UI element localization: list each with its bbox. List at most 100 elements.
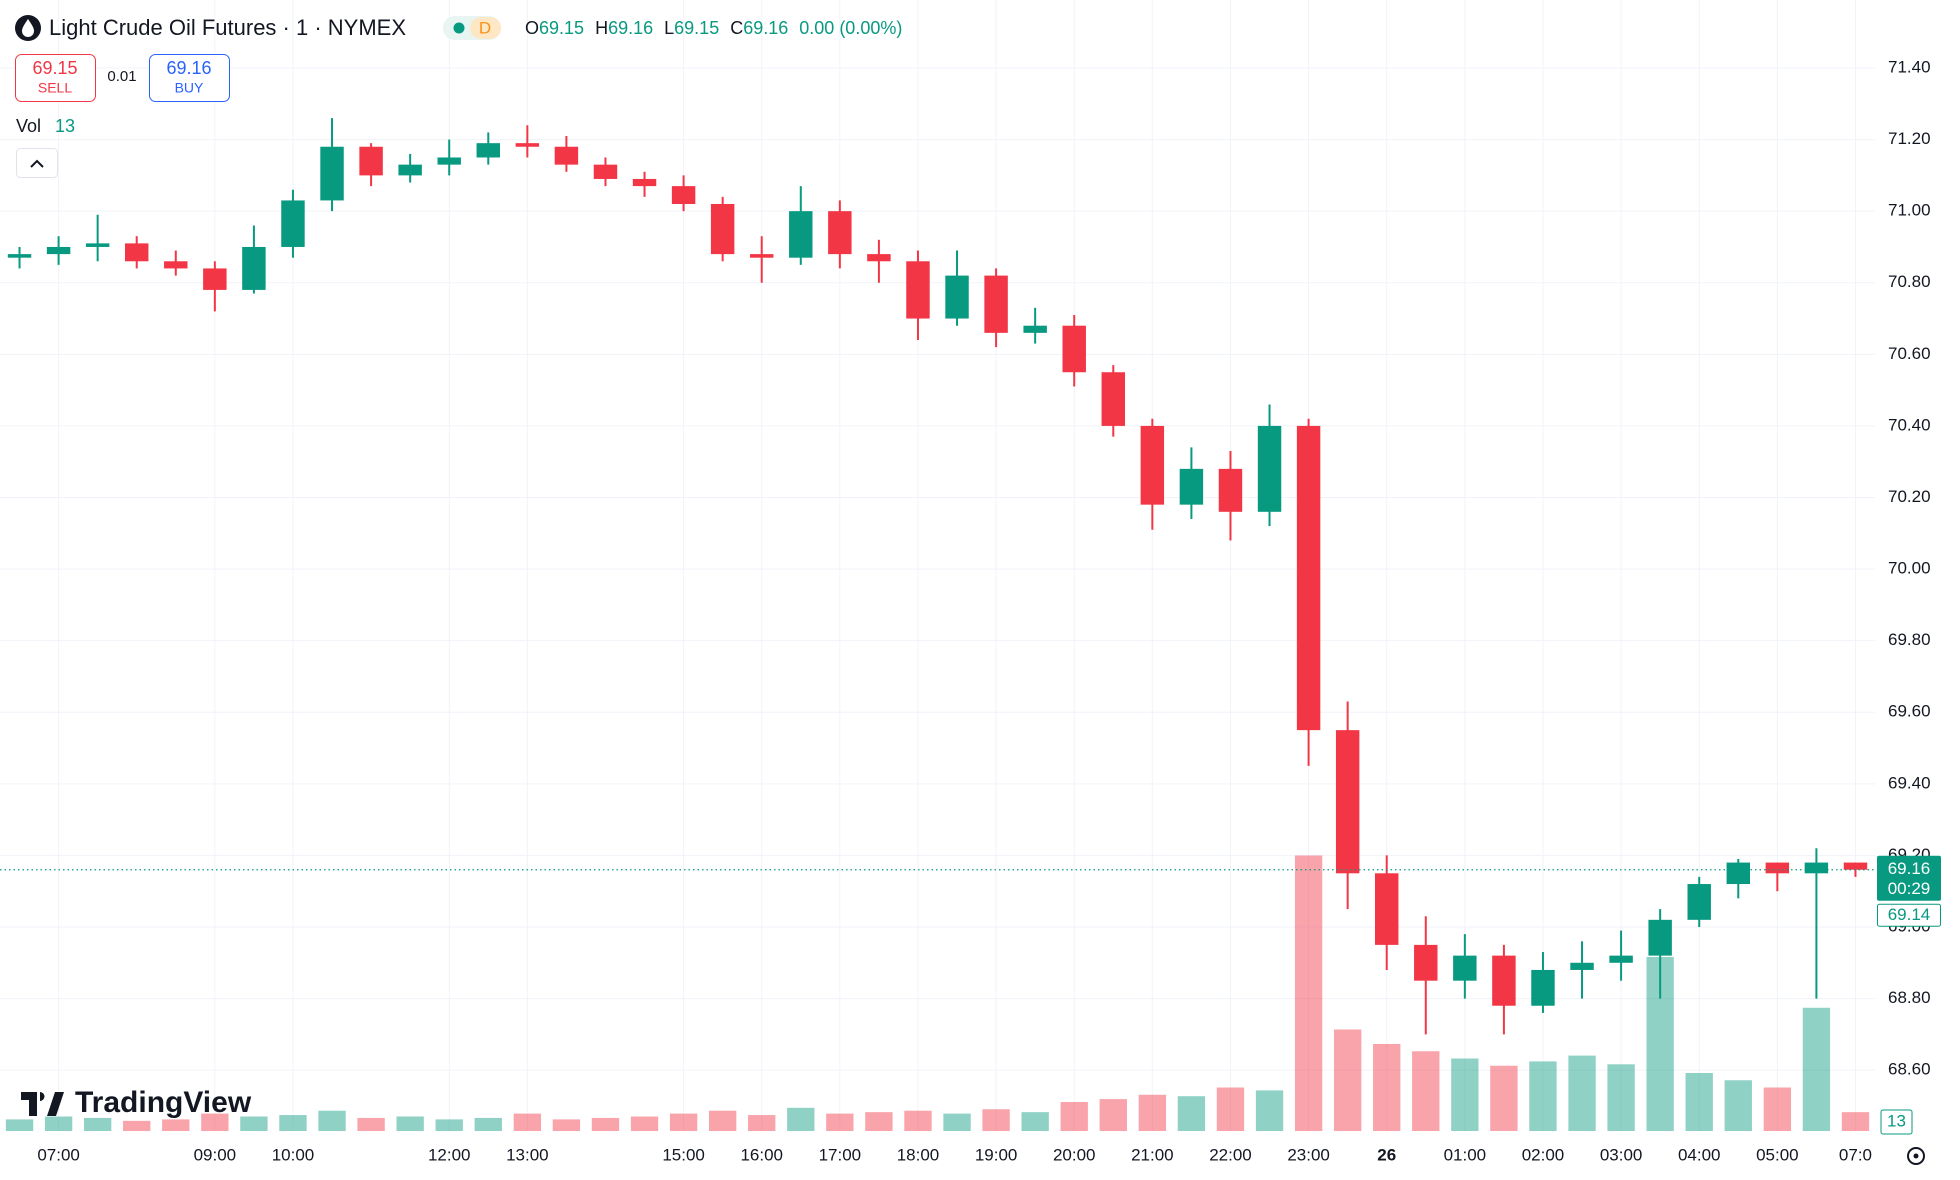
y-tick-label: 70.20 [1888,487,1931,506]
y-tick-label: 70.40 [1888,415,1931,434]
candle-body [7,254,32,258]
candle-layer [0,118,1875,1035]
secondary-price-box [1877,903,1941,927]
y-tick-label: 68.60 [1888,1060,1931,1079]
volume-bar [240,1116,268,1131]
watermark: TradingView [21,1086,252,1119]
volume-badge [1880,1109,1913,1135]
candle-body [945,275,969,319]
x-tick-label: 21:00 [1131,1145,1174,1164]
volume-bar [1294,855,1323,1131]
volume-bar [1060,1102,1088,1131]
y-tick-label: 69.80 [1888,630,1931,649]
volume-bar [865,1112,893,1131]
candle-body [1257,425,1282,512]
candle-body [710,204,735,255]
volume-bar [357,1117,385,1131]
volume-bar [83,1117,112,1131]
axis-layer: 68.6068.8069.0069.2069.4069.6069.8070.00… [37,57,1941,1164]
volume-bar [904,1110,932,1131]
y-tick-label: 70.00 [1888,559,1931,578]
volume-bar [1216,1087,1245,1131]
symbol-title[interactable]: Light Crude Oil Futures · 1 · NYMEX [49,15,406,40]
sell-label: SELL [38,80,72,96]
volume-bar [1607,1064,1635,1131]
candle-body [1140,425,1165,505]
candle-body [1531,969,1555,1006]
x-tick-label: 07:0 [1839,1145,1872,1164]
session-badge: D [479,18,491,37]
volume-bar [1021,1112,1049,1131]
volume-bar [1255,1090,1284,1131]
candle-body [1804,862,1829,874]
volume-bar [318,1110,346,1131]
last-price-label: 69.16 [1888,859,1931,878]
volume-bar [669,1113,698,1131]
candle-body [1101,372,1125,426]
volume-badge-label: 13 [1887,1111,1906,1130]
candle-body [281,200,305,247]
last-price-box [1877,855,1941,901]
volume-label: Vol [16,116,41,136]
countdown-label: 00:29 [1888,879,1931,898]
candle-body [1375,873,1399,945]
volume-bar [1763,1087,1792,1131]
ohlc-key: O [525,18,539,38]
x-tick-label: 16:00 [740,1145,783,1164]
sell-button[interactable] [15,54,96,102]
trade-panel: 69.15 SELL 0.01 69.16 BUY [15,54,230,102]
candle-body [984,275,1008,333]
volume-bar [1529,1061,1557,1131]
x-tick-label: 04:00 [1678,1145,1721,1164]
settings-button[interactable] [1907,1147,1925,1165]
secondary-price-label: 69.14 [1888,905,1931,924]
collapse-button[interactable] [16,148,58,178]
watermark-text: TradingView [75,1086,252,1119]
x-tick-label: 15:00 [662,1145,705,1164]
volume-bar [1490,1065,1518,1131]
candle-body [750,254,774,258]
volume-bar [943,1113,971,1131]
watermark-logo [21,1092,64,1116]
volume-value: 13 [55,116,75,136]
y-tick-label: 69.60 [1888,702,1931,721]
volume-bar [826,1113,854,1131]
x-tick-label: 17:00 [819,1145,862,1164]
candle-body [476,143,500,158]
volume-bar [1568,1055,1596,1131]
x-tick-label: 20:00 [1053,1145,1096,1164]
x-tick-label: 02:00 [1522,1145,1565,1164]
change: 0.00 (0.00%) [799,18,902,38]
volume-bar [396,1116,424,1131]
y-tick-label: 71.20 [1888,129,1931,148]
volume-bar [630,1116,659,1131]
volume-bar [552,1119,581,1131]
candle-body [46,246,71,255]
x-tick-label: 23:00 [1287,1145,1330,1164]
ohlc-legend: O69.15 H69.16 L69.15 C69.16 0.00 (0.00%) [525,18,902,38]
buy-price: 69.16 [166,58,211,78]
candle-body [164,261,188,269]
y-tick-label: 68.80 [1888,988,1931,1007]
x-tick-label: 12:00 [428,1145,471,1164]
volume-bar [1451,1058,1479,1131]
candle-body [359,146,383,176]
volume-bar [708,1110,737,1131]
candle-body [1570,962,1594,970]
volume-bar [1177,1096,1206,1131]
volume-bar [44,1116,73,1131]
ohlc-key: H [595,18,608,38]
x-tick-label: 03:00 [1600,1145,1643,1164]
candle-body [828,211,852,255]
volume-bar [1099,1099,1127,1131]
candle-body [1414,944,1438,981]
y-tick-label: 70.60 [1888,344,1931,363]
collapse-arrow [30,159,44,168]
x-tick-label: 13:00 [506,1145,549,1164]
volume-bar [5,1119,34,1131]
candle-body [437,157,461,165]
volume-bar [123,1120,151,1131]
buy-button[interactable] [149,54,230,102]
ohlc-value: 69.15 [539,18,584,38]
